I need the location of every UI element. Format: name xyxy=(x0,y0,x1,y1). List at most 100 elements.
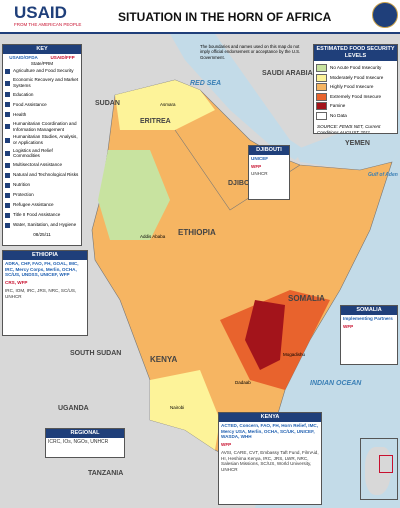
key-item: Humanitarian Coordination and Informatio… xyxy=(3,120,81,133)
partners: CRS, WFP xyxy=(5,280,28,286)
key-item: Refugee Assistance xyxy=(3,200,81,210)
key-item: Natural and Technological Risks xyxy=(3,170,81,180)
partners: WFP xyxy=(343,323,354,329)
key-list: Agriculture and Food Security Economic Re… xyxy=(3,66,81,230)
key-item-label: Natural and Technological Risks xyxy=(13,172,79,178)
key-icon xyxy=(5,172,10,178)
legend-item: No Data xyxy=(316,111,395,120)
legend-swatch xyxy=(316,73,327,82)
map-label: UGANDA xyxy=(58,405,89,412)
map-label: SAUDI ARABIA xyxy=(262,70,313,77)
legend-item: Extremely Food Insecure xyxy=(316,92,395,101)
food-security-area xyxy=(245,300,285,370)
key-item-label: Food Assistance xyxy=(13,101,47,107)
partners: ICRC, IOs, NGOs, UNHCR xyxy=(48,438,109,445)
map-label: DJIBOUTI xyxy=(228,180,261,187)
key-item: Title II Food Assistance xyxy=(3,210,81,220)
legend-swatch xyxy=(316,92,327,101)
box-title: SOMALIA xyxy=(341,306,397,315)
key-title: KEY xyxy=(3,45,81,54)
key-item-label: Nutrition xyxy=(13,182,31,188)
partners: WFP xyxy=(221,442,232,448)
key-icon xyxy=(5,202,10,208)
key-icon xyxy=(5,102,10,108)
box-title: REGIONAL xyxy=(46,429,124,438)
ethiopia-box: ETHIOPIA ADRA, CHF, FAO, FH, GOAL, IMC, … xyxy=(2,250,88,336)
legend-label: No Data xyxy=(330,112,347,118)
key-item-label: Agriculture and Food Security xyxy=(13,68,74,74)
key-item: Health xyxy=(3,110,81,120)
city: Mogadishu xyxy=(283,352,306,357)
legend-box: ESTIMATED FOOD SECURITY LEVELS No Acute … xyxy=(313,44,398,134)
partners: ACTED, Concern, FAO, FH, Horn Relief, IM… xyxy=(221,422,318,440)
key-icon xyxy=(5,182,10,188)
key-item-label: Title II Food Assistance xyxy=(13,212,61,218)
key-item-label: Protection xyxy=(13,192,34,198)
inset-map xyxy=(360,438,398,500)
regional-box: REGIONAL ICRC, IOs, NGOs, UNHCR xyxy=(45,428,125,458)
key-icon xyxy=(5,212,10,218)
key-heading: USAID/FFP xyxy=(50,54,75,60)
tagline: FROM THE AMERICAN PEOPLE xyxy=(14,22,82,27)
key-icon xyxy=(5,192,10,198)
disclaimer: The boundaries and names used on this ma… xyxy=(200,44,301,60)
partners: IRC, IOM, IRC, JRS, NRC, SC/US, UNHCR xyxy=(5,287,77,299)
key-item-label: Education xyxy=(13,91,34,97)
map-label: SOMALIA xyxy=(288,294,325,303)
box-title: ETHIOPIA xyxy=(3,251,87,260)
legend-label: Moderately Food Insecure xyxy=(330,74,384,80)
box-title: KENYA xyxy=(219,413,321,422)
legend-label: Famine xyxy=(330,103,346,109)
key-item-label: Health xyxy=(13,111,27,117)
key-item-label: Economic Recovery and Market Systems xyxy=(13,77,79,89)
seal xyxy=(372,2,398,28)
key-icon xyxy=(5,162,10,168)
partners: ADRA, CHF, FAO, FH, GOAL, IMC, IRC, Merc… xyxy=(5,260,79,278)
somalia-box: SOMALIA Implementing Partners WFP xyxy=(340,305,398,365)
key-heading: State/PRM xyxy=(30,60,54,66)
key-date: 08/25/11 xyxy=(33,232,51,238)
kenya-box: KENYA ACTED, Concern, FAO, FH, Horn Reli… xyxy=(218,412,322,505)
key-item-label: Humanitarian Coordination and Informatio… xyxy=(13,120,77,132)
map-label: SOUTH SUDAN xyxy=(70,350,122,357)
key-item: Water, Sanitation, and Hygiene xyxy=(3,220,81,230)
map-label: KENYA xyxy=(150,355,178,364)
legend-item: Highly Food Insecure xyxy=(316,83,395,92)
legend-swatch xyxy=(316,83,327,92)
key-item: Multisectoral Assistance xyxy=(3,160,81,170)
key-icon xyxy=(5,112,10,118)
partners: Implementing Partners xyxy=(343,315,393,321)
legend-swatch xyxy=(316,111,327,120)
key-item: Nutrition xyxy=(3,180,81,190)
legend-item: No Acute Food Insecurity xyxy=(316,64,395,73)
key-heading: USAID/OFDA xyxy=(9,54,38,60)
legend-swatch xyxy=(316,64,327,73)
partners: AVSI, CARE, CVT, Embassy Taft Fund, Film… xyxy=(221,449,319,473)
key-item: Education xyxy=(3,90,81,100)
city: Dadaab xyxy=(235,380,251,385)
food-security-area xyxy=(98,150,170,240)
map-label: YEMEN xyxy=(345,140,370,147)
food-security-area xyxy=(115,80,215,130)
key-item-label: Humanitarian Studies, Analysis, or Appli… xyxy=(13,134,78,146)
map-label: Gulf of Aden xyxy=(368,172,398,178)
djibouti-box: DJIBOUTI UNICEF WFP UNHCR xyxy=(248,145,290,200)
key-item: Agriculture and Food Security xyxy=(3,66,81,76)
map-label: RED SEA xyxy=(190,80,222,87)
key-icon xyxy=(5,68,10,74)
box-title: DJIBOUTI xyxy=(249,146,289,155)
key-item: Protection xyxy=(3,190,81,200)
legend-label: Extremely Food Insecure xyxy=(330,93,382,99)
legend-label: Highly Food Insecure xyxy=(330,84,374,90)
city: Nairobi xyxy=(170,405,185,410)
city: Asmara xyxy=(160,102,176,107)
key-item-label: Multisectoral Assistance xyxy=(13,162,63,168)
map-label: ETHIOPIA xyxy=(178,228,216,237)
map-label: ERITREA xyxy=(140,118,171,125)
legend-label: No Acute Food Insecurity xyxy=(330,65,382,71)
key-icon xyxy=(5,92,10,98)
key-item: Economic Recovery and Market Systems xyxy=(3,76,81,89)
key-item-label: Refugee Assistance xyxy=(13,202,54,208)
legend-item: Moderately Food Insecure xyxy=(316,73,395,82)
